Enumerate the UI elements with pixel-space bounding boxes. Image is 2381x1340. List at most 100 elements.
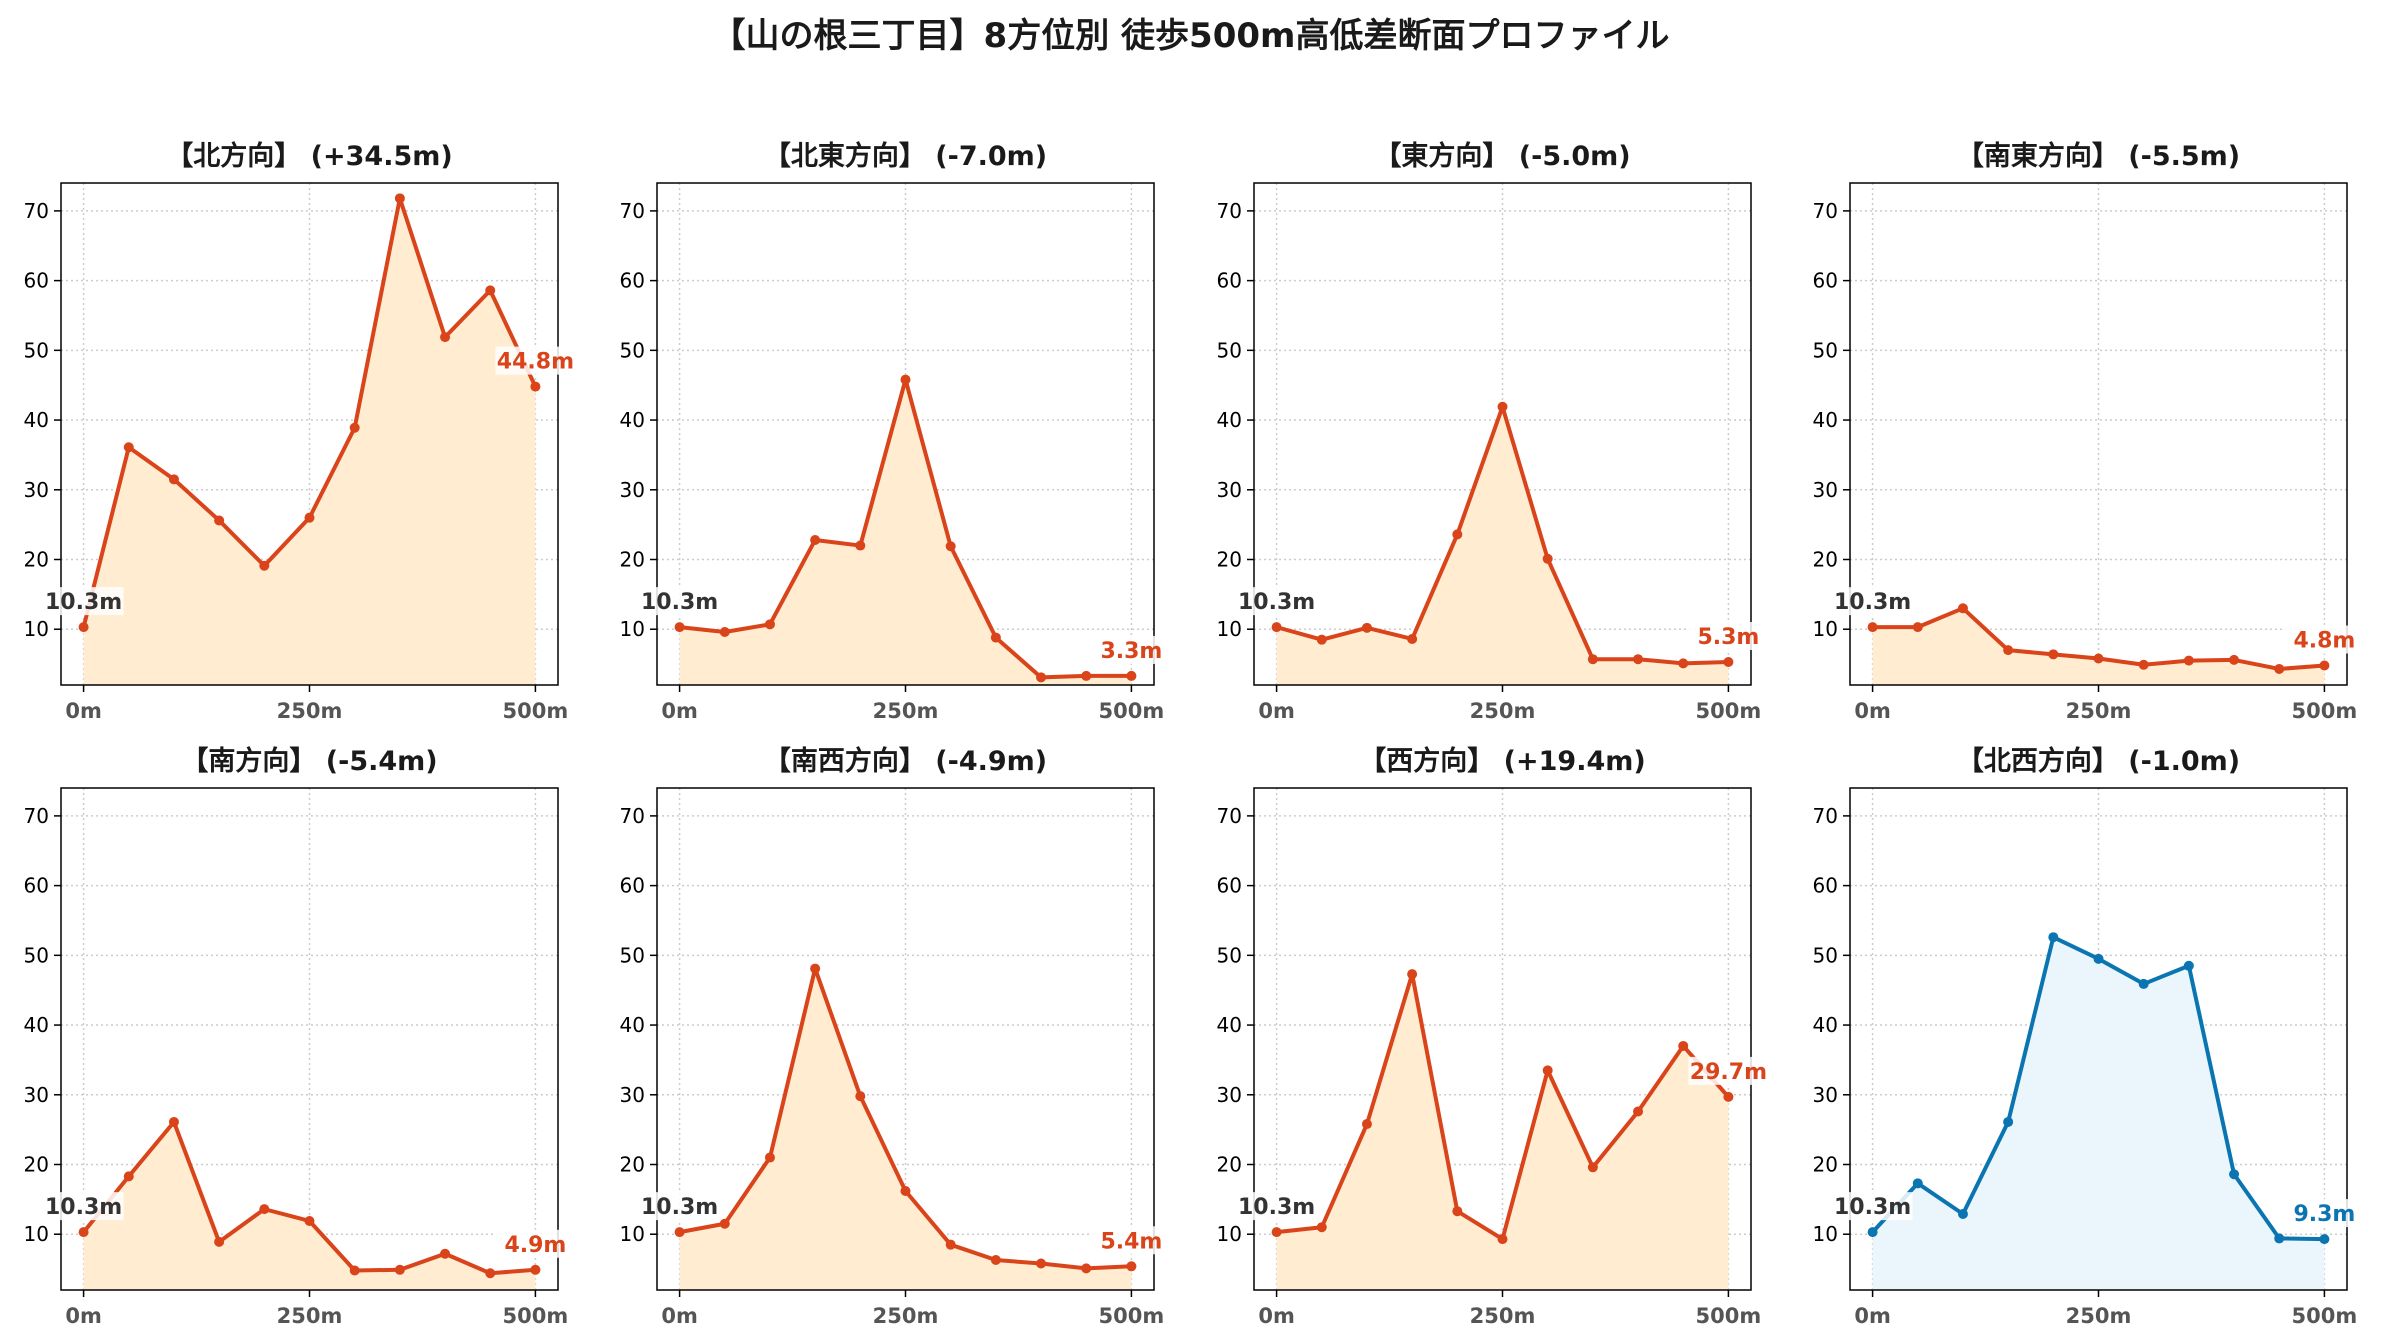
data-point	[1452, 529, 1463, 540]
x-tick-label: 500m	[1696, 1304, 1762, 1328]
data-point	[1271, 1227, 1282, 1238]
series-area	[679, 968, 1132, 1290]
start-value-label: 10.3m	[1238, 1195, 1315, 1220]
end-value-label: 3.3m	[1100, 639, 1162, 664]
y-tick-label: 70	[620, 804, 645, 828]
data-point	[1723, 656, 1734, 667]
x-tick-label: 0m	[661, 699, 698, 723]
chart-title: 【西方向】 (+19.4m)	[1359, 745, 1645, 777]
data-point	[485, 285, 496, 296]
chart-title: 【南方向】 (-5.4m)	[181, 745, 437, 777]
y-tick-label: 20	[24, 548, 49, 572]
data-point	[2003, 1116, 2014, 1127]
chart-title: 【北西方向】 (-1.0m)	[1957, 745, 2240, 777]
data-point	[719, 627, 730, 638]
series-area	[679, 379, 1132, 685]
data-point	[1497, 401, 1508, 412]
y-tick-label: 50	[1217, 338, 1242, 362]
data-point	[2183, 960, 2194, 971]
y-tick-label: 70	[1217, 199, 1242, 223]
y-tick-label: 70	[1813, 199, 1838, 223]
start-label-bg	[1236, 1192, 1317, 1221]
data-point	[1542, 1065, 1553, 1076]
data-point	[1497, 1234, 1508, 1245]
chart-title: 【南東方向】 (-5.5m)	[1957, 140, 2240, 172]
end-value-label: 5.3m	[1697, 625, 1759, 650]
data-point	[2138, 978, 2149, 989]
data-point	[1036, 672, 1047, 683]
end-label-bg	[2284, 1199, 2365, 1228]
x-tick-label: 250m	[277, 699, 343, 723]
data-point	[674, 622, 685, 633]
data-point	[1316, 634, 1327, 645]
data-point	[2229, 1169, 2240, 1180]
y-tick-label: 10	[24, 1222, 49, 1246]
series-area	[83, 1121, 536, 1290]
data-point	[1361, 1119, 1372, 1130]
x-tick-label: 0m	[65, 1304, 102, 1328]
page-title: 【山の根三丁目】8方位別 徒歩500m高低差断面プロファイル	[711, 16, 1670, 56]
end-label-bg	[1091, 635, 1172, 664]
y-tick-label: 10	[620, 1222, 645, 1246]
data-point	[1723, 1091, 1734, 1102]
data-point	[764, 619, 775, 630]
y-tick-label: 70	[24, 199, 49, 223]
data-point	[2093, 653, 2104, 664]
chart-title: 【南西方向】 (-4.9m)	[764, 745, 1047, 777]
data-point	[1957, 1209, 1968, 1220]
x-tick-label: 0m	[661, 1304, 698, 1328]
x-tick-label: 0m	[1854, 1304, 1891, 1328]
x-tick-label: 500m	[2292, 699, 2358, 723]
y-tick-label: 50	[1217, 943, 1242, 967]
data-point	[1126, 1261, 1137, 1272]
y-tick-label: 30	[620, 1083, 645, 1107]
x-tick-label: 500m	[1099, 699, 1165, 723]
y-tick-label: 30	[1813, 1083, 1838, 1107]
data-point	[2048, 649, 2059, 660]
data-point	[810, 534, 821, 545]
start-label-bg	[1832, 1192, 1913, 1221]
data-point	[2229, 654, 2240, 665]
data-point	[1633, 654, 1644, 665]
data-point	[1361, 622, 1372, 633]
end-label-bg	[2284, 625, 2365, 654]
chart-title: 【東方向】 (-5.0m)	[1374, 140, 1630, 172]
y-tick-label: 50	[24, 338, 49, 362]
data-point	[855, 540, 866, 551]
data-point	[123, 442, 134, 453]
x-tick-label: 0m	[1854, 699, 1891, 723]
y-tick-label: 20	[1813, 548, 1838, 572]
y-tick-label: 50	[1813, 943, 1838, 967]
x-tick-label: 500m	[503, 1304, 569, 1328]
chart-title: 【北方向】 (+34.5m)	[166, 140, 452, 172]
y-tick-label: 50	[620, 338, 645, 362]
data-point	[2048, 932, 2059, 943]
start-value-label: 10.3m	[45, 1195, 122, 1220]
y-tick-label: 60	[24, 874, 49, 898]
end-label-bg	[1688, 1056, 1769, 1085]
data-point	[2274, 1233, 2285, 1244]
start-label-bg	[639, 587, 720, 616]
y-tick-label: 40	[1813, 1013, 1838, 1037]
start-label-bg	[1236, 587, 1317, 616]
y-tick-label: 20	[1813, 1153, 1838, 1177]
start-value-label: 10.3m	[1834, 590, 1911, 615]
series-area	[1276, 406, 1729, 685]
data-point	[900, 1185, 911, 1196]
data-point	[1452, 1206, 1463, 1217]
data-point	[1867, 1227, 1878, 1238]
y-tick-label: 60	[620, 874, 645, 898]
data-point	[2183, 655, 2194, 666]
y-tick-label: 40	[1217, 408, 1242, 432]
y-tick-label: 10	[1217, 617, 1242, 641]
data-point	[2319, 660, 2330, 671]
data-point	[810, 963, 821, 974]
end-value-label: 5.4m	[1100, 1229, 1162, 1254]
x-tick-label: 250m	[277, 1304, 343, 1328]
start-value-label: 10.3m	[641, 590, 718, 615]
series-area	[1872, 608, 2325, 685]
data-point	[1678, 1040, 1689, 1051]
data-point	[78, 622, 89, 633]
chart-panel: 10 20 30 40 50 60 70 0m 250m 500m 【北西方向】 (-1.0m) 10…	[1813, 745, 2365, 1328]
end-value-label: 44.8m	[497, 350, 574, 375]
